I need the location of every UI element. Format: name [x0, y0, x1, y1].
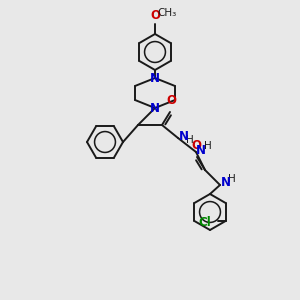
Text: N: N: [221, 176, 231, 190]
Text: O: O: [191, 139, 201, 152]
Text: H: H: [204, 141, 212, 151]
Text: N: N: [179, 130, 189, 142]
Text: N: N: [196, 143, 206, 157]
Text: O: O: [150, 9, 160, 22]
Text: N: N: [150, 101, 160, 115]
Text: O: O: [166, 94, 176, 107]
Text: CH₃: CH₃: [157, 8, 176, 18]
Text: N: N: [150, 71, 160, 85]
Text: H: H: [186, 135, 194, 145]
Text: H: H: [228, 174, 236, 184]
Text: Cl: Cl: [199, 217, 211, 230]
